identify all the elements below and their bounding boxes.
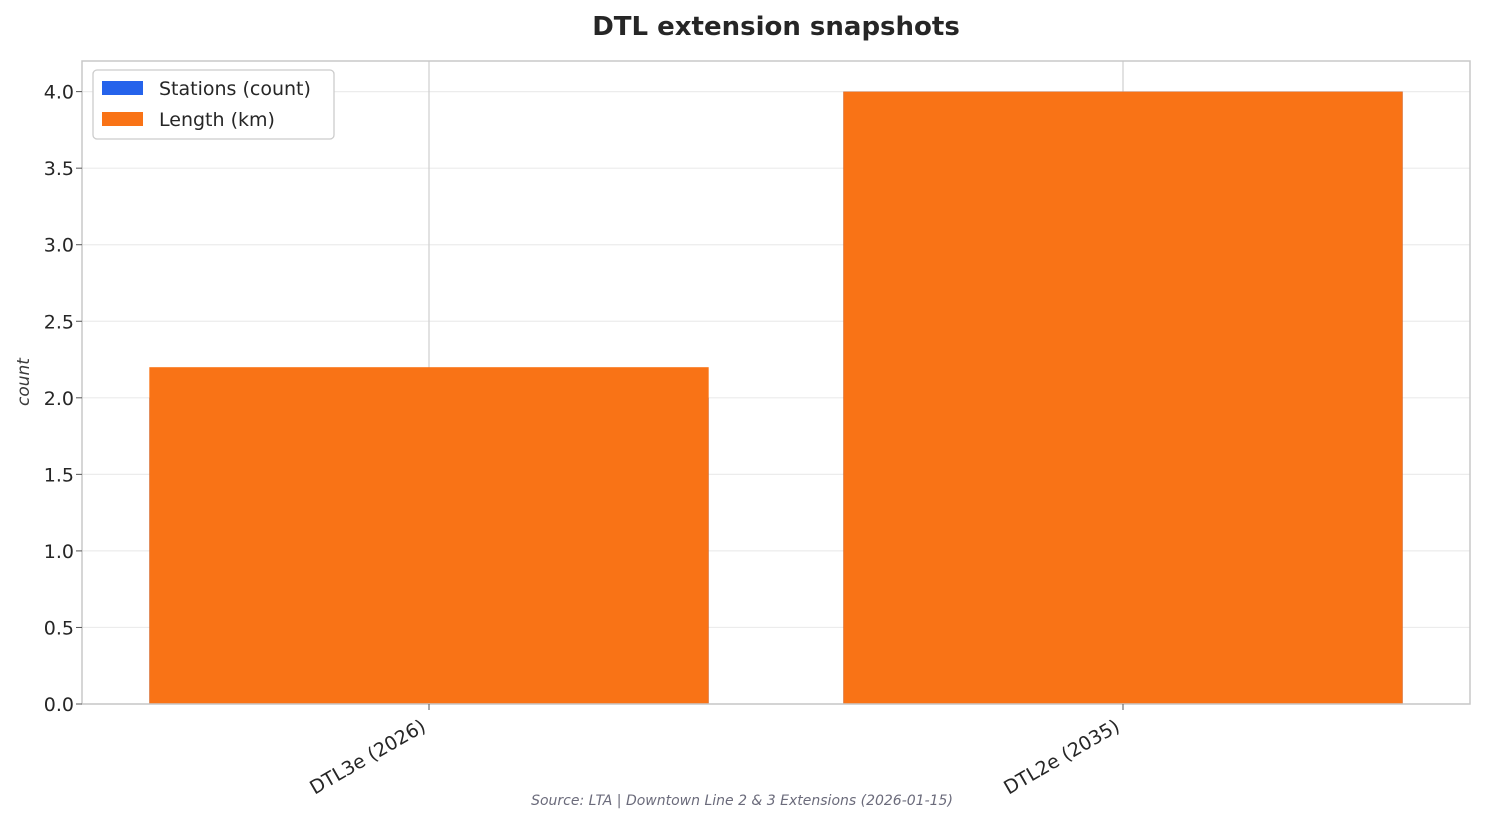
bars bbox=[149, 91, 1403, 705]
y-tick-label: 2.5 bbox=[44, 311, 74, 333]
y-tick-label: 4.0 bbox=[44, 82, 74, 104]
bar-length-1 bbox=[843, 91, 1403, 705]
legend-swatch bbox=[102, 112, 143, 126]
legend-label: Stations (count) bbox=[159, 78, 311, 100]
plot-frame bbox=[81, 60, 1471, 705]
y-tick-label: 0.0 bbox=[44, 694, 74, 716]
x-axis-ticks: DTL3e (2026) DTL2e (2035) bbox=[306, 704, 1124, 799]
x-tick-label: DTL3e (2026) bbox=[306, 715, 429, 799]
bar-length-0 bbox=[149, 367, 709, 704]
y-tick-label: 2.0 bbox=[44, 388, 74, 410]
x-tick-label: DTL2e (2035) bbox=[1000, 715, 1123, 799]
legend: Stations (count) Length (km) bbox=[92, 69, 335, 140]
source-note: Source: LTA | Downtown Line 2 & 3 Extens… bbox=[531, 793, 953, 809]
y-tick-label: 3.5 bbox=[44, 158, 74, 180]
y-axis-label: count bbox=[14, 357, 34, 406]
y-axis-ticks: 0.0 0.5 1.0 1.5 2.0 2.5 3.0 3.5 4.0 bbox=[44, 82, 82, 716]
y-tick-label: 1.0 bbox=[44, 541, 74, 563]
y-tick-label: 1.5 bbox=[44, 464, 74, 486]
legend-swatch bbox=[102, 81, 143, 95]
y-tick-label: 0.5 bbox=[44, 617, 74, 639]
legend-box bbox=[92, 69, 335, 140]
legend-label: Length (km) bbox=[159, 109, 275, 131]
y-tick-label: 3.0 bbox=[44, 235, 74, 257]
chart-title: DTL extension snapshots bbox=[592, 12, 960, 42]
